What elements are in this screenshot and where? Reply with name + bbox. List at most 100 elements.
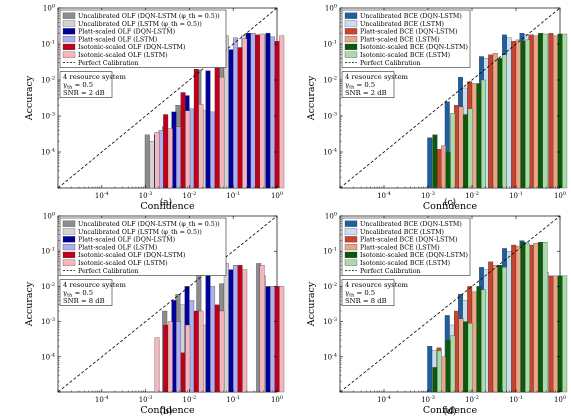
- bar: [481, 79, 486, 189]
- y-axis-label: Accuracy: [306, 75, 317, 121]
- bar: [154, 337, 160, 393]
- legend-swatch: [344, 51, 358, 58]
- bar: [476, 83, 482, 189]
- bar: [445, 339, 451, 393]
- bar: [492, 53, 498, 189]
- bar: [548, 275, 554, 393]
- bar: [502, 267, 507, 393]
- y-tick-label: 10-3: [41, 317, 55, 326]
- annotation-box: [341, 71, 395, 98]
- bar: [214, 304, 220, 393]
- legend-entry: Uncalibrated BCE (DQN-LSTM): [360, 13, 462, 20]
- bar: [265, 33, 271, 189]
- bars: [427, 33, 568, 189]
- bar: [163, 324, 169, 393]
- legend-entry: Uncalibrated OLF (LSTM (φ_th = 0.5)): [78, 21, 202, 28]
- legend-swatch: [344, 20, 358, 27]
- bar: [259, 265, 265, 393]
- legend-entry: Isotonic-scaled OLF (DQN-LSTM): [78, 252, 185, 259]
- bar: [427, 346, 433, 393]
- perfect-calibration-line: [339, 7, 561, 189]
- legend-entry: Perfect Calibration: [78, 60, 139, 67]
- bar: [176, 321, 181, 393]
- x-axis-label: Confidence: [423, 405, 478, 416]
- annotation-box: [341, 279, 395, 306]
- bar: [502, 54, 507, 189]
- annotation-box: [59, 71, 113, 98]
- bar: [533, 242, 539, 393]
- legend-swatch: [62, 220, 76, 227]
- legend-swatch: [344, 28, 358, 35]
- bar: [270, 36, 275, 189]
- bar: [463, 114, 469, 189]
- annotation-line: 4 resource system: [63, 281, 127, 289]
- legend-box: [59, 9, 227, 68]
- bar: [214, 58, 220, 189]
- legend-entry: Uncalibrated BCE (DQN-LSTM): [360, 221, 462, 228]
- bar: [515, 39, 521, 189]
- legend-swatch: [62, 259, 76, 266]
- bar: [255, 34, 260, 189]
- bar: [154, 132, 160, 189]
- y-tick-label: 10-3: [41, 112, 55, 121]
- x-tick-label: 10-2: [465, 191, 479, 200]
- legend-swatch: [344, 236, 358, 243]
- bar: [537, 33, 543, 189]
- annotation-line: SNR = 8 dB: [345, 297, 387, 305]
- bar: [458, 106, 464, 189]
- y-tick-label: 10-4: [323, 352, 337, 361]
- legend-entry: Platt-scaled OLF (DQN-LSTM): [78, 29, 175, 36]
- legend-entry: Uncalibrated OLF (DQN-LSTM (φ_th = 0.5)): [78, 221, 220, 228]
- bar: [205, 70, 211, 189]
- legend-swatch: [62, 28, 76, 35]
- x-tick-label: 10-2: [465, 395, 479, 404]
- legend-swatch: [344, 251, 358, 258]
- annotation-line: γth = 0.5: [345, 81, 375, 91]
- legend-entry: Isotonic-scaled OLF (LSTM): [78, 260, 168, 267]
- chart-d: 10-4 10-3 10-2 10-1 100 10-4 10-3 10-2 10-1 100 Co…: [306, 212, 568, 417]
- legend-swatch: [62, 51, 76, 58]
- x-tick-label: 10-4: [95, 191, 109, 200]
- y-tick-label: 10-1: [323, 40, 337, 49]
- legend-swatch: [344, 259, 358, 266]
- bar: [259, 33, 265, 189]
- y-tick-label: 100: [325, 4, 337, 13]
- bar: [163, 114, 169, 189]
- legend-swatch: [62, 228, 76, 235]
- bar: [488, 261, 494, 393]
- bar: [476, 286, 482, 393]
- annotation-line: SNR = 2 dB: [63, 89, 105, 97]
- bar: [525, 243, 530, 393]
- x-tick-label: 10-4: [377, 191, 391, 200]
- x-axis-label: Confidence: [140, 405, 195, 416]
- x-tick-label: 100: [271, 191, 283, 200]
- perfect-calibration-line: [57, 215, 278, 393]
- bar: [265, 286, 271, 393]
- x-tick-label: 10-4: [95, 395, 109, 404]
- x-tick-label: 10-1: [509, 191, 523, 200]
- y-axis-label: Accuracy: [24, 75, 35, 121]
- legend-entry: Perfect Calibration: [78, 268, 139, 275]
- bar: [463, 321, 469, 393]
- y-tick-label: 10-2: [323, 282, 337, 291]
- legend-swatch: [62, 236, 76, 243]
- bar: [497, 58, 503, 189]
- bar: [223, 263, 229, 393]
- legend-entry: Perfect Calibration: [360, 60, 421, 67]
- annotation-line: γth = 0.5: [345, 289, 375, 299]
- bar: [441, 145, 446, 189]
- legend-entry: Isotonic-scaled BCE (LSTM): [360, 52, 450, 59]
- bar: [562, 33, 568, 189]
- panel-caption: (a): [160, 197, 172, 208]
- bars: [154, 261, 285, 393]
- bar: [450, 112, 456, 189]
- bar: [458, 318, 464, 393]
- annotation-line: SNR = 8 dB: [63, 297, 105, 305]
- bar: [542, 33, 548, 189]
- bar: [437, 350, 442, 393]
- annotation-line: SNR = 2 dB: [345, 89, 387, 97]
- bar: [279, 35, 285, 189]
- x-tick-label: 10-1: [226, 395, 240, 404]
